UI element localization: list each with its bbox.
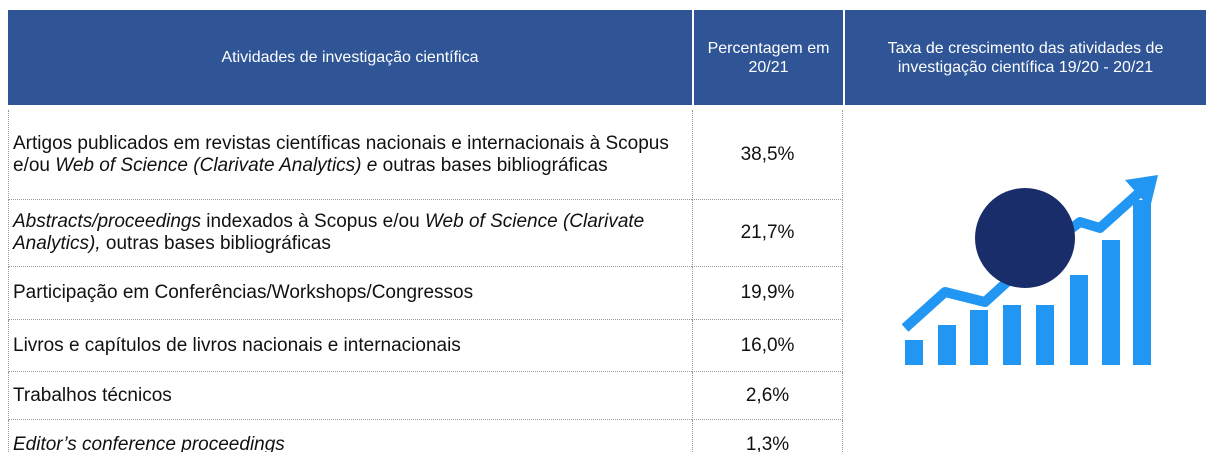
activity-text: Trabalhos técnicos bbox=[13, 385, 172, 407]
percentage-cell: 2,6% bbox=[692, 372, 843, 420]
header-cell: Percentagem em 20/21 bbox=[694, 10, 843, 105]
percentage-cell: 21,7% bbox=[692, 200, 843, 267]
activity-text: Participação em Conferências/Workshops/C… bbox=[13, 282, 473, 304]
text-segment: Trabalhos técnicos bbox=[13, 384, 172, 406]
activity-text: Livros e capítulos de livros nacionais e… bbox=[13, 335, 461, 357]
text-segment: indexados à Scopus e/ou bbox=[201, 211, 425, 232]
activity-cell: Participação em Conferências/Workshops/C… bbox=[8, 267, 692, 320]
text-segment: Web of Science (Clarivate Analytics), bbox=[13, 211, 645, 254]
percentage-cell: 16,0% bbox=[692, 320, 843, 372]
text-segment: Web of Science (Clarivate Analytics) e bbox=[55, 154, 378, 176]
text-segment: Artigos publicados em revistas científic… bbox=[13, 132, 669, 176]
header-cell: Atividades de investigação científica bbox=[8, 10, 692, 105]
percentage-cell: 19,9% bbox=[692, 267, 843, 320]
activity-cell: Editor’s conference proceedings bbox=[8, 420, 692, 452]
activity-cell: Trabalhos técnicos bbox=[8, 372, 692, 420]
activity-text: Abstracts/proceedings indexados à Scopus… bbox=[13, 211, 692, 255]
activity-cell: Abstracts/proceedings indexados à Scopus… bbox=[8, 200, 692, 267]
text-segment: Participação em Conferências/Workshops/C… bbox=[13, 282, 474, 303]
header-cell: Taxa de crescimento das atividades de in… bbox=[845, 10, 1206, 105]
activity-text: Editor’s conference proceedings bbox=[13, 434, 285, 452]
activity-cell: Artigos publicados em revistas científic… bbox=[8, 110, 692, 200]
text-segment: Livros e capítulos de livros nacionais e… bbox=[13, 334, 461, 356]
activity-text: Artigos publicados em revistas científic… bbox=[13, 133, 692, 177]
text-segment: Editor’s conference proceedings bbox=[13, 433, 285, 452]
text-segment: outras bases bibliográficas bbox=[377, 154, 608, 176]
percentage-cell: 38,5% bbox=[692, 110, 843, 200]
activity-cell: Livros e capítulos de livros nacionais e… bbox=[8, 320, 692, 372]
text-segment: Abstracts/proceedings bbox=[13, 211, 201, 232]
text-segment: outras bases bibliográficas bbox=[100, 233, 331, 254]
percentage-cell: 1,3% bbox=[692, 420, 843, 452]
